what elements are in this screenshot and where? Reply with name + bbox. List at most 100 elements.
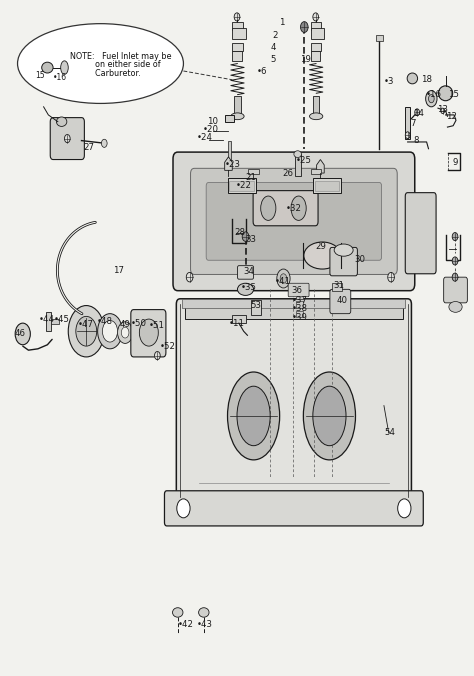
Ellipse shape — [261, 196, 276, 220]
Text: 15: 15 — [35, 72, 45, 80]
Text: Carburetor.: Carburetor. — [70, 68, 141, 78]
Text: •45: •45 — [54, 314, 70, 324]
Circle shape — [118, 322, 133, 343]
Circle shape — [301, 22, 308, 32]
Text: 33: 33 — [246, 235, 257, 244]
Bar — [232, 22, 243, 30]
FancyBboxPatch shape — [237, 266, 254, 279]
Bar — [311, 51, 320, 61]
Bar — [311, 169, 321, 174]
Bar — [295, 154, 301, 176]
Text: •47: •47 — [77, 320, 93, 329]
Circle shape — [388, 272, 394, 282]
Text: •22: •22 — [236, 181, 252, 191]
Bar — [232, 43, 243, 51]
Text: 17: 17 — [113, 266, 124, 275]
Text: 9: 9 — [452, 158, 458, 167]
Bar — [311, 22, 321, 30]
Ellipse shape — [228, 372, 280, 460]
Text: •24: •24 — [197, 133, 213, 143]
Circle shape — [426, 91, 437, 107]
Bar — [51, 319, 59, 324]
FancyBboxPatch shape — [173, 152, 415, 291]
FancyBboxPatch shape — [176, 299, 411, 502]
Text: 30: 30 — [355, 255, 366, 264]
FancyBboxPatch shape — [50, 118, 84, 160]
Bar — [405, 107, 410, 139]
Bar — [182, 299, 405, 308]
FancyBboxPatch shape — [288, 283, 309, 297]
Ellipse shape — [231, 113, 244, 120]
Circle shape — [139, 319, 158, 346]
Bar — [225, 115, 234, 122]
Text: 14: 14 — [412, 109, 424, 118]
Text: •41: •41 — [274, 276, 291, 286]
Text: •16: •16 — [53, 73, 67, 82]
Bar — [232, 315, 246, 323]
Bar — [313, 96, 319, 113]
Text: 34: 34 — [244, 267, 255, 276]
Text: 46: 46 — [14, 329, 26, 339]
Text: •20: •20 — [202, 125, 219, 135]
Text: •3: •3 — [383, 76, 394, 86]
FancyBboxPatch shape — [164, 491, 423, 526]
Text: 10: 10 — [207, 117, 218, 126]
Bar — [185, 307, 403, 319]
Text: 49: 49 — [120, 320, 130, 329]
Text: •38: •38 — [292, 304, 308, 313]
Text: 36: 36 — [291, 286, 302, 295]
Bar — [248, 169, 259, 174]
Text: 5: 5 — [271, 55, 276, 64]
Text: 29: 29 — [315, 241, 326, 251]
Text: 8: 8 — [413, 136, 419, 145]
Text: •25: •25 — [295, 156, 311, 166]
Text: 2: 2 — [272, 30, 278, 40]
Text: 40: 40 — [337, 295, 348, 305]
Circle shape — [155, 352, 160, 360]
Text: •42: •42 — [178, 620, 194, 629]
Ellipse shape — [199, 608, 209, 617]
Text: 7: 7 — [410, 118, 416, 128]
Text: NOTE:   Fuel Inlet may be: NOTE: Fuel Inlet may be — [70, 52, 172, 62]
Circle shape — [452, 273, 458, 281]
Circle shape — [452, 257, 458, 265]
Text: 12: 12 — [446, 112, 457, 121]
Ellipse shape — [303, 372, 356, 460]
Text: 4: 4 — [271, 43, 276, 52]
Bar — [311, 43, 321, 51]
Circle shape — [277, 269, 290, 288]
Bar — [232, 28, 246, 39]
FancyBboxPatch shape — [253, 191, 318, 226]
Text: •50: •50 — [130, 318, 146, 328]
Bar — [296, 311, 303, 317]
Text: •39: •39 — [292, 313, 308, 322]
Text: 15: 15 — [447, 90, 459, 99]
Circle shape — [76, 316, 97, 346]
Text: on either side of: on either side of — [70, 60, 161, 70]
Text: 1: 1 — [279, 18, 285, 28]
Bar — [251, 300, 261, 315]
Circle shape — [313, 13, 319, 21]
Bar — [234, 96, 241, 113]
Circle shape — [415, 109, 419, 116]
FancyBboxPatch shape — [444, 277, 467, 303]
Circle shape — [452, 233, 458, 241]
Bar — [228, 178, 256, 193]
Bar — [232, 51, 242, 61]
Text: 54: 54 — [384, 428, 395, 437]
Circle shape — [102, 320, 118, 342]
Text: •35: •35 — [240, 283, 256, 293]
Text: 19: 19 — [300, 55, 310, 64]
Bar — [311, 28, 324, 39]
FancyBboxPatch shape — [330, 247, 357, 276]
Text: •43: •43 — [197, 620, 213, 629]
Circle shape — [186, 272, 193, 282]
Circle shape — [98, 314, 122, 349]
Text: •37: •37 — [292, 295, 308, 305]
Ellipse shape — [407, 73, 418, 84]
Circle shape — [177, 499, 190, 518]
Text: 26: 26 — [283, 168, 294, 178]
Bar — [376, 35, 383, 41]
Bar — [46, 312, 51, 331]
Polygon shape — [317, 160, 324, 173]
